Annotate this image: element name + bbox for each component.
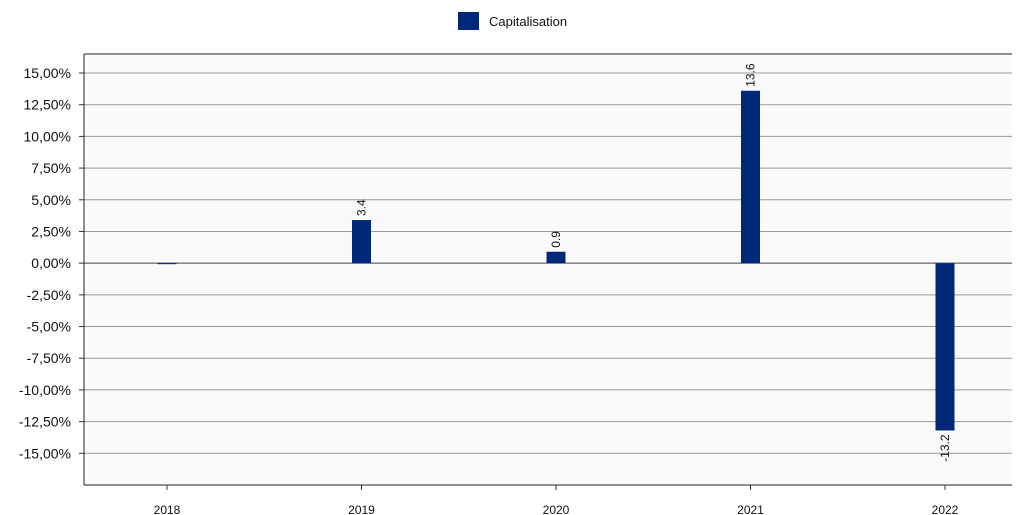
y-tick-label: -15,00% <box>19 445 71 461</box>
x-tick-label: 2019 <box>348 503 375 515</box>
plot-area <box>84 54 1012 485</box>
x-axis-tick-labels: 2018 2019 2020 2021 2022 <box>154 485 959 515</box>
y-tick-label: -7,50% <box>27 350 71 366</box>
bar-2020 <box>546 251 566 264</box>
bars <box>157 90 955 431</box>
legend: Capitalisation <box>458 12 567 30</box>
x-tick-label: 2020 <box>543 503 570 515</box>
data-label-2019: 3.4 <box>355 199 369 216</box>
y-tick-label: -10,00% <box>19 382 71 398</box>
y-tick-label: -12,50% <box>19 414 71 430</box>
y-tick-label: 2,50% <box>31 223 71 239</box>
x-tick-label: 2021 <box>737 503 764 515</box>
legend-entry-label: Capitalisation <box>489 14 567 29</box>
bar-2022 <box>935 263 955 431</box>
axes <box>83 53 1012 486</box>
y-tick-label: 15,00% <box>24 65 71 81</box>
y-tick-label: -2,50% <box>27 287 71 303</box>
y-tick-label: 12,50% <box>24 97 71 113</box>
legend-swatch <box>458 12 479 30</box>
y-tick-label: 5,00% <box>31 192 71 208</box>
y-tick-label: -5,00% <box>27 319 71 335</box>
data-label-2022: -13.2 <box>938 434 952 462</box>
x-tick-label: 2022 <box>932 503 959 515</box>
y-axis-tick-labels: 15,00% 12,50% 10,00% 7,50% 5,00% 2,50% 0,00% -2… <box>19 65 71 461</box>
bar-2019 <box>352 220 371 264</box>
y-tick-label: 0,00% <box>31 255 71 271</box>
data-label-2021: 13.6 <box>744 63 758 87</box>
data-label-2020: 0.9 <box>549 231 563 248</box>
bar-2018 <box>157 263 177 265</box>
y-tick-label: 10,00% <box>24 128 71 144</box>
bar-2021 <box>741 90 760 264</box>
data-labels: 3.4 0.9 13.6 -13.2 <box>355 63 953 462</box>
y-tick-label: 7,50% <box>31 160 71 176</box>
x-tick-label: 2018 <box>154 503 181 515</box>
